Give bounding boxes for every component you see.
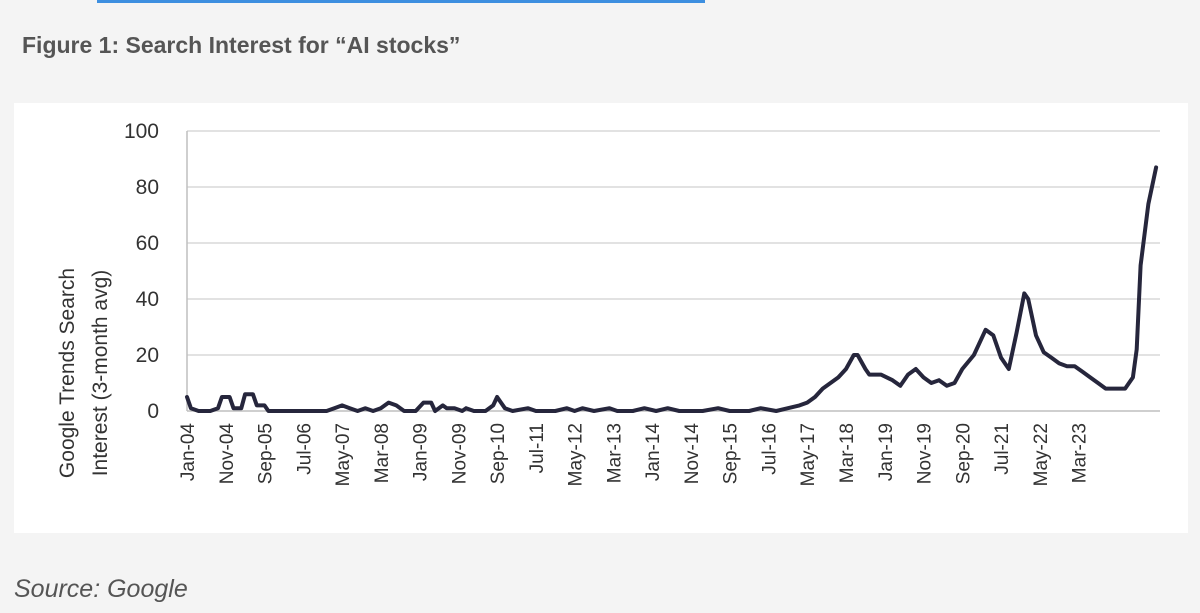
x-tick-label: Mar-08 (372, 423, 393, 483)
figure-title: Figure 1: Search Interest for “AI stocks… (22, 32, 461, 58)
y-axis-tick-labels: 0 20 40 60 80 100 (124, 120, 159, 423)
x-tick-label: Jul-11 (527, 423, 548, 473)
chart-panel: 0 20 40 60 80 100 Jan-04 Nov-04 Sep-05 Jul-06 May… (14, 103, 1188, 533)
x-tick-label: May-17 (798, 423, 819, 486)
x-tick-label: Jan-09 (411, 423, 432, 481)
series (185, 165, 1159, 413)
x-tick-label: Sep-10 (488, 423, 509, 484)
y-axis-title: Google Trends Search Interest (3-month a… (56, 268, 112, 478)
x-tick-label: Jul-16 (759, 423, 780, 475)
top-accent-rule (97, 0, 705, 3)
x-tick-label: Sep-05 (256, 423, 277, 484)
y-tick-label: 0 (147, 400, 159, 423)
y-tick-label: 40 (136, 288, 159, 311)
x-tick-label: Mar-23 (1070, 423, 1091, 483)
source-note: Source: Google (14, 575, 188, 603)
x-tick-label: May-22 (1031, 423, 1052, 486)
y-tick-label: 100 (124, 120, 159, 143)
x-tick-label: Jul-21 (992, 423, 1013, 475)
x-tick-label: Jan-14 (643, 423, 664, 482)
x-tick-label: May-12 (566, 423, 587, 486)
x-tick-label: Jan-04 (178, 423, 199, 482)
x-tick-label: Jul-06 (294, 423, 315, 475)
x-tick-label: Nov-19 (915, 423, 936, 484)
x-tick-label: Nov-04 (217, 423, 238, 485)
line-chart: 0 20 40 60 80 100 Jan-04 Nov-04 Sep-05 Jul-06 May… (56, 120, 1160, 487)
y-axis-title-line-2: Interest (3-month avg) (89, 270, 112, 477)
x-tick-label: Sep-15 (721, 423, 742, 484)
x-tick-label: Nov-14 (682, 423, 703, 485)
y-tick-label: 20 (136, 344, 159, 367)
x-tick-label: Nov-09 (449, 423, 470, 484)
x-axis-tick-labels: Jan-04 Nov-04 Sep-05 Jul-06 May-07 Mar-08 Jan-… (178, 423, 1091, 487)
x-tick-label: Sep-20 (953, 423, 974, 484)
axes (186, 131, 1160, 412)
y-tick-label: 80 (136, 176, 159, 199)
x-tick-label: Mar-18 (837, 423, 858, 483)
x-tick-label: May-07 (333, 423, 354, 486)
gridlines (187, 130, 1160, 356)
series-line (185, 165, 1159, 413)
y-axis-title-line-1: Google Trends Search (56, 268, 79, 478)
x-tick-label: Mar-13 (604, 423, 625, 483)
y-tick-label: 60 (136, 232, 159, 255)
x-tick-label: Jan-19 (876, 423, 897, 481)
